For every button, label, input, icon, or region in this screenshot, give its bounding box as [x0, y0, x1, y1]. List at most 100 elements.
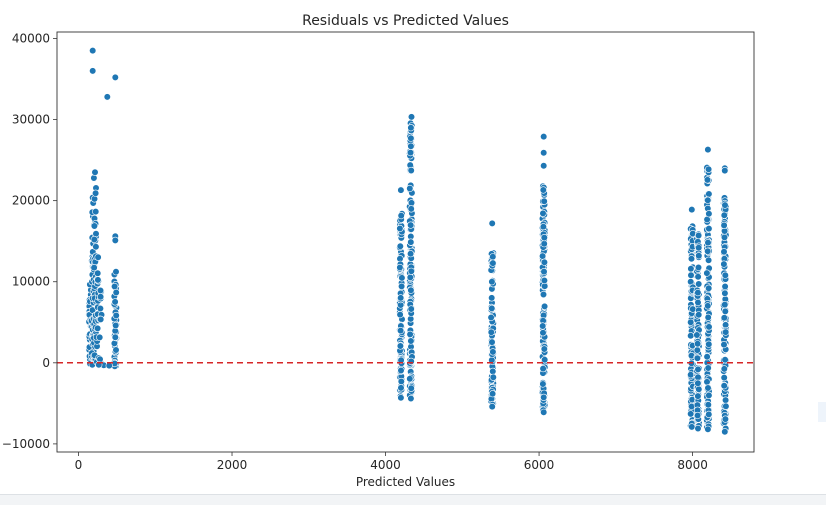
scatter-point [488, 304, 496, 313]
scatter-point [407, 384, 415, 392]
scatter-point [704, 247, 712, 255]
scatter-point [720, 374, 728, 382]
scatter-point [396, 342, 405, 350]
scatter-point [539, 322, 547, 330]
scatter-point [694, 379, 702, 387]
scatter-point [705, 190, 713, 198]
scatter-point [720, 211, 728, 219]
scatter-point [406, 375, 414, 383]
side-scroll-marker [818, 402, 826, 422]
scatter-point [721, 167, 729, 175]
scatter-point [704, 196, 712, 204]
scatter-point [540, 345, 548, 353]
scatter-marks [85, 46, 730, 436]
scatter-point [103, 93, 111, 101]
scatter-point [687, 255, 696, 263]
scatter-point [703, 269, 711, 277]
scatter-point [397, 212, 405, 220]
x-tick-label: 0 [75, 458, 83, 472]
scatter-point [397, 366, 405, 375]
scatter-point [406, 149, 415, 157]
scatter-point [694, 273, 702, 281]
x-tick-label: 6000 [524, 458, 555, 472]
scatter-point [396, 311, 404, 319]
scatter-point [94, 269, 102, 277]
scatter-point [110, 339, 118, 348]
scatter-point [488, 219, 496, 227]
scatter-point [539, 329, 547, 337]
scatter-point [111, 236, 119, 244]
scatter-point [91, 168, 99, 176]
scatter-point [703, 353, 711, 361]
scatter-point [539, 365, 547, 373]
scatter-point [704, 425, 712, 433]
scatter-point [704, 146, 712, 154]
scatter-point [96, 333, 104, 342]
axes: 0 2000 4000 6000 8000 −10000 0 10000 20000 30000 4… [2, 31, 708, 472]
scatter-point [111, 298, 119, 306]
scatter-point [407, 238, 415, 246]
scatter-point [111, 73, 119, 81]
scatter-point [407, 250, 415, 258]
scatter-point [97, 315, 105, 324]
scatter-point [112, 346, 120, 354]
scatter-point [489, 348, 497, 356]
x-tick-label: 2000 [217, 458, 248, 472]
scatter-point [687, 265, 695, 273]
scatter-point [112, 268, 120, 276]
scatter-point [720, 382, 728, 390]
scatter-point [694, 231, 703, 240]
scatter-point [695, 280, 703, 288]
scatter-point [687, 332, 695, 340]
scatter-point [406, 273, 414, 282]
scatter-point [407, 394, 415, 403]
scatter-point [90, 264, 98, 272]
scatter-point [705, 284, 713, 292]
scatter-point [722, 402, 730, 410]
scatter-point [96, 304, 104, 313]
scatter-point [488, 278, 496, 286]
scatter-point [540, 133, 548, 141]
scatter-point [96, 286, 105, 295]
scatter-point [539, 380, 547, 388]
scatter-point [705, 391, 713, 400]
scatter-point [687, 271, 695, 279]
scatter-point [407, 113, 416, 121]
scatter-point [721, 271, 729, 279]
scatter-point [540, 276, 549, 285]
scatter-point [540, 162, 548, 170]
scatter-point [407, 305, 415, 313]
scatter-point [96, 293, 105, 301]
scatter-point [695, 244, 703, 252]
scatter-point [720, 365, 728, 373]
scatter-point [540, 302, 549, 311]
scatter-point [110, 282, 119, 291]
scatter-point [407, 124, 415, 132]
scatter-point [540, 408, 548, 416]
scatter-point [540, 240, 548, 248]
scatter-point [704, 384, 712, 392]
scatter-point [91, 189, 100, 197]
scatter-point [111, 333, 119, 341]
scatter-point [540, 393, 548, 402]
scatter-point [398, 274, 406, 282]
scatter-point [487, 328, 495, 336]
scatter-point [407, 286, 415, 294]
scatter-point [407, 337, 415, 345]
scatter-point [407, 221, 415, 229]
plot-frame [56, 31, 755, 453]
scatter-point [397, 384, 405, 392]
scatter-point [693, 340, 702, 348]
scatter-point [488, 338, 496, 346]
scatter-point [687, 318, 695, 326]
scatter-point [720, 260, 728, 268]
scatter-point [704, 313, 712, 322]
scatter-point [688, 423, 696, 431]
scatter-point [703, 378, 711, 386]
scatter-point [488, 403, 496, 411]
scatter-point [720, 314, 728, 322]
y-tick-label: 0 [42, 356, 50, 370]
scatter-point [489, 367, 497, 376]
scatter-point [721, 307, 729, 316]
